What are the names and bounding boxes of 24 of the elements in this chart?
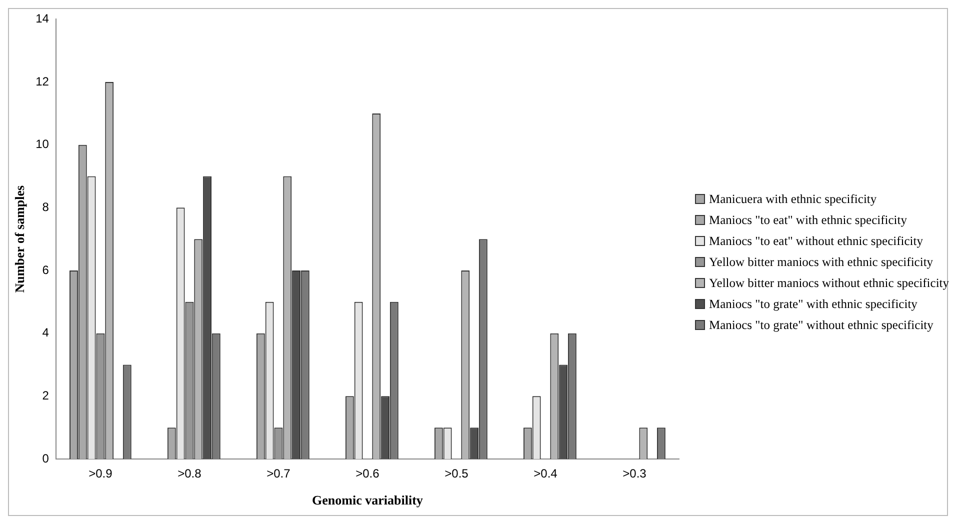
legend-label: Maniocs "to eat" with ethnic specificity [709, 212, 907, 228]
legend-label: Yellow bitter maniocs with ethnic specificity [709, 254, 934, 270]
y-tick-label: 4 [42, 326, 50, 340]
x-tick-label: >0.6 [356, 466, 380, 481]
x-tick-label: >0.9 [88, 466, 113, 481]
y-tick-label: 12 [36, 74, 50, 88]
legend-label: Maniocs "to eat" without ethnic specificity [709, 234, 923, 248]
y-tick-label: 10 [36, 137, 50, 152]
y-axis-title: Number of samples [12, 185, 28, 293]
y-tick-label: 0 [42, 451, 50, 466]
x-tick-label: >0.4 [534, 466, 558, 481]
legend-label: Maniocs "to grate" without ethnic specificity [709, 318, 934, 332]
y-tick-label: 6 [42, 262, 50, 277]
x-tick-label: >0.3 [622, 466, 647, 481]
x-tick-label: >0.7 [266, 466, 291, 481]
legend-label: Maniocs "to grate" with ethnic specificity [709, 296, 918, 312]
y-tick-label: 14 [36, 12, 50, 26]
x-tick-label: >0.5 [444, 466, 469, 481]
y-tick-label: 2 [42, 388, 50, 402]
x-axis-title: Genomic variability [312, 492, 424, 508]
x-tick-label: >0.8 [178, 466, 202, 481]
legend-label: Yellow bitter maniocs without ethnic specificity [709, 276, 950, 290]
y-tick-label: 8 [42, 200, 50, 214]
legend-label: Manicuera with ethnic specificity [709, 192, 877, 206]
